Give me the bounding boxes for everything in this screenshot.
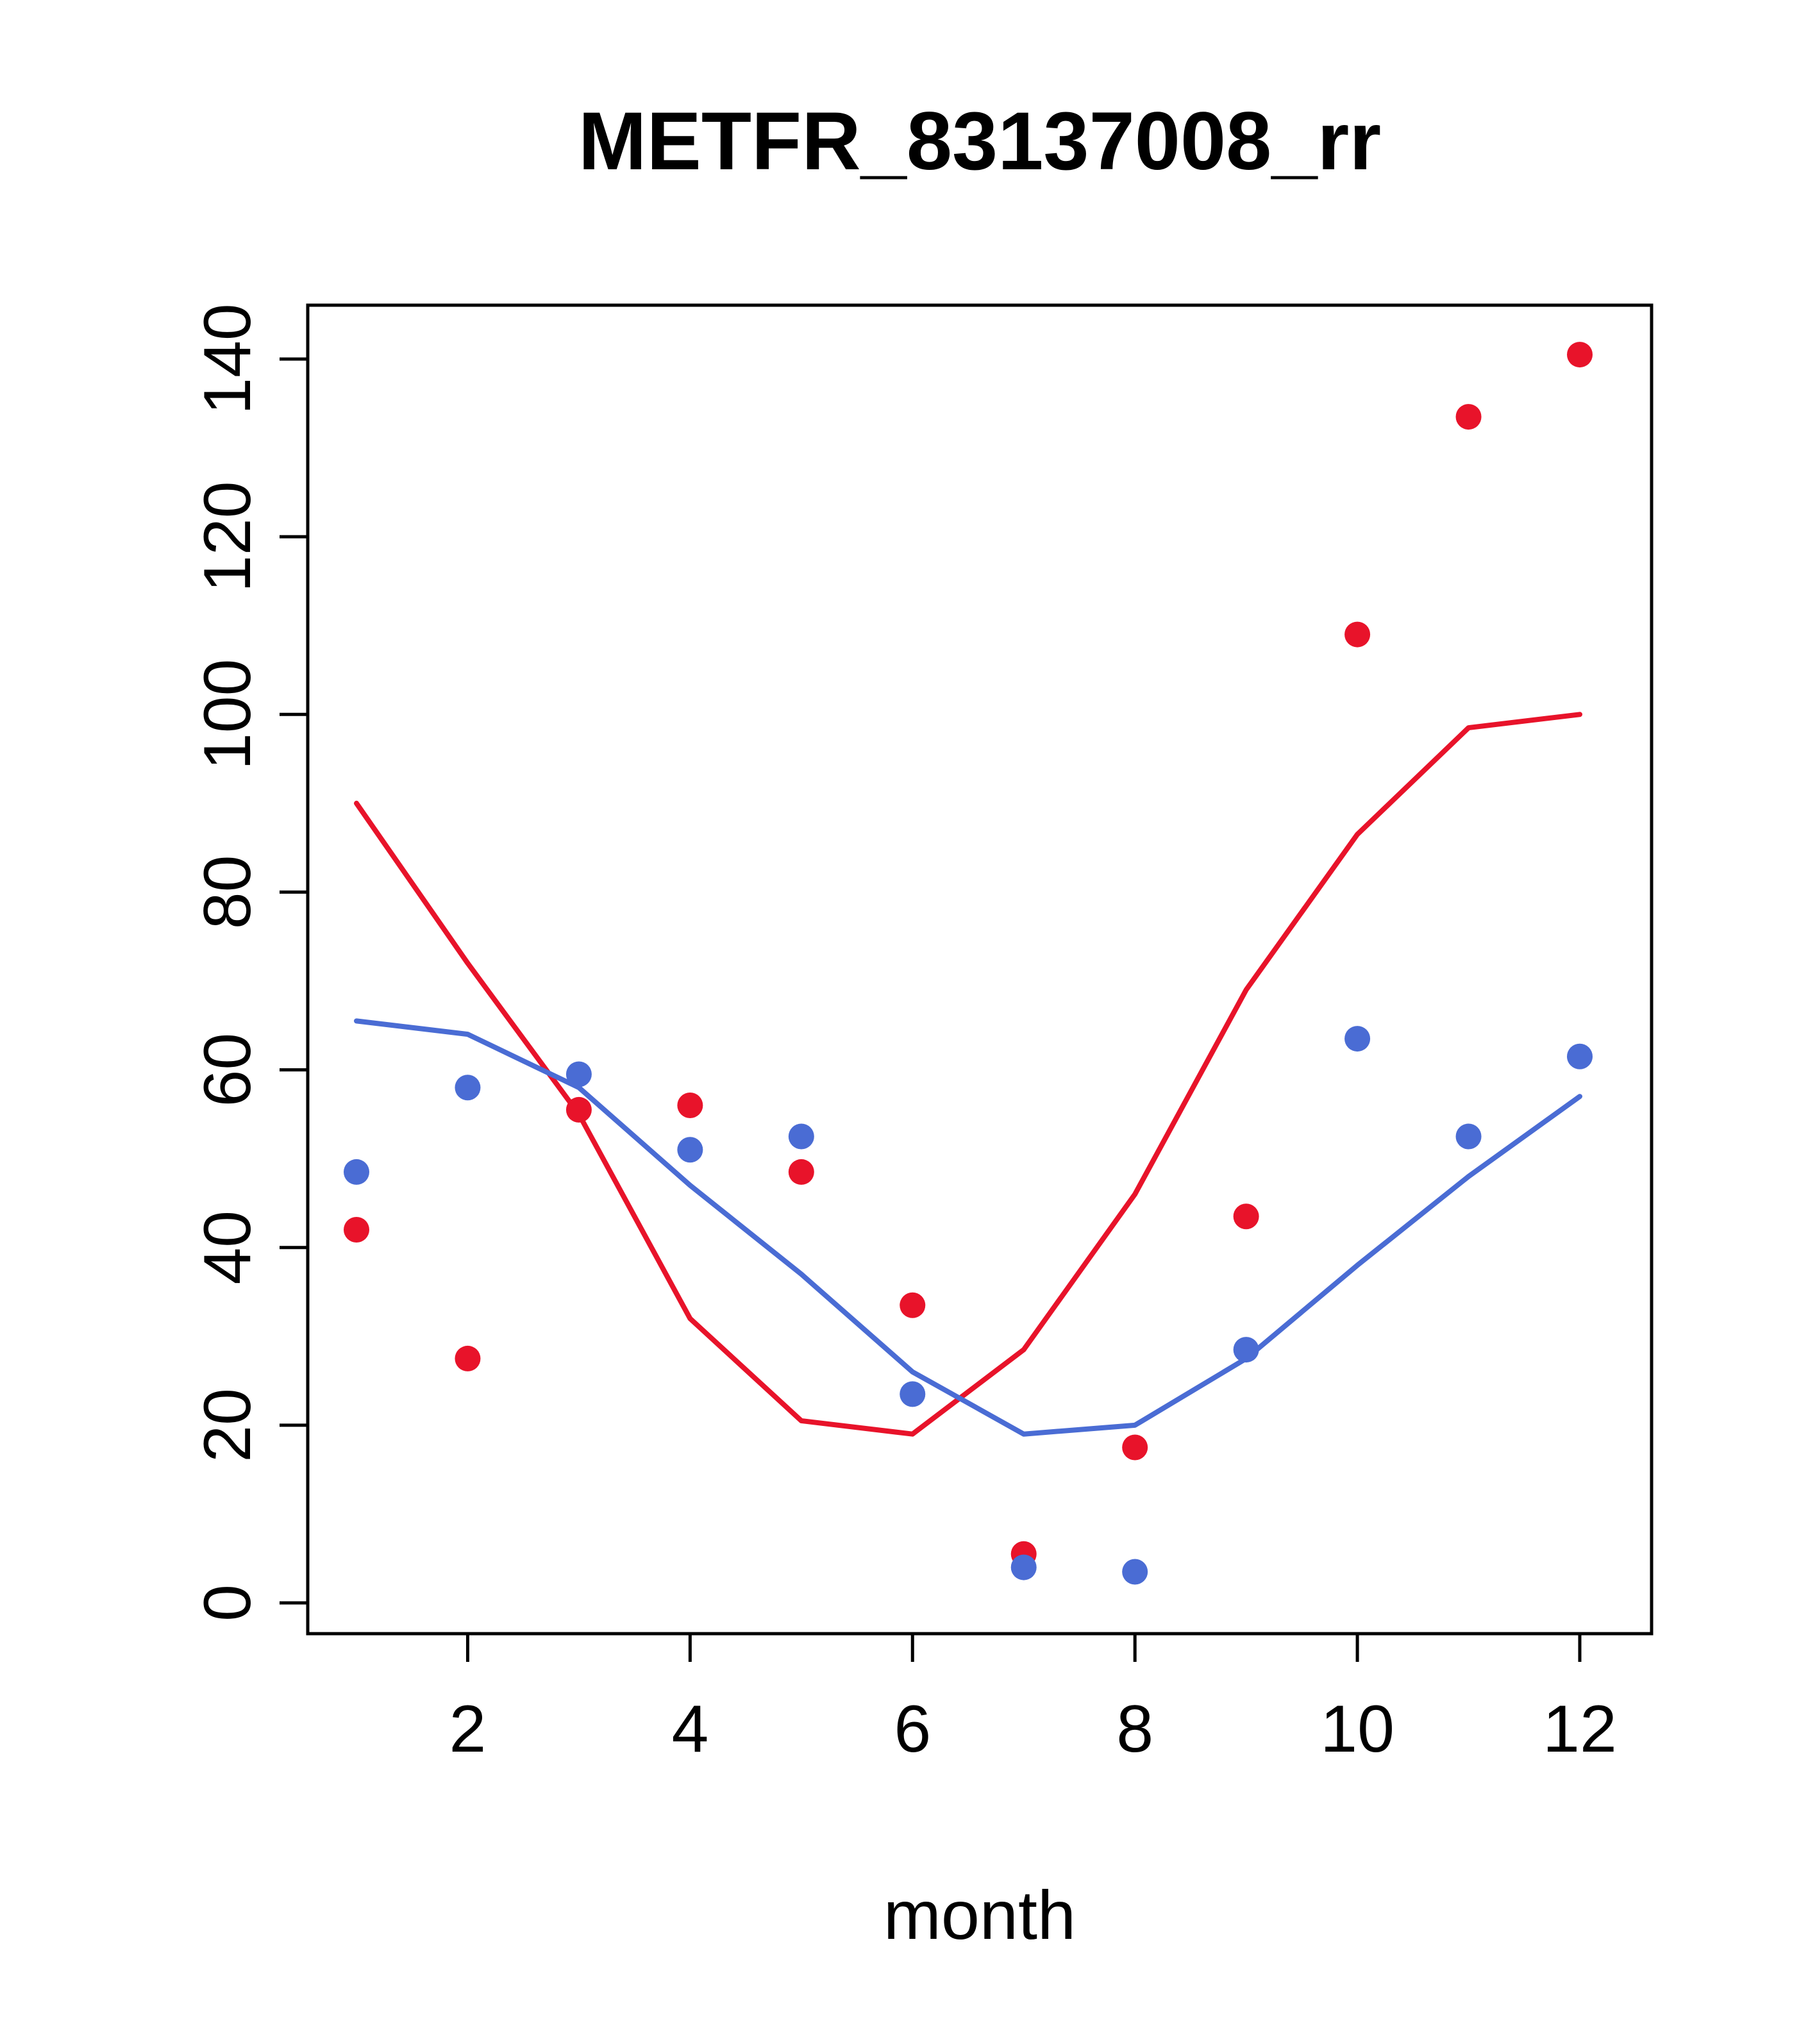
red-points-marker <box>1567 342 1593 368</box>
x-tick-label: 12 <box>1543 1692 1617 1766</box>
blue-points-marker <box>1344 1026 1371 1052</box>
blue-points-marker <box>788 1123 814 1150</box>
plot-box <box>306 303 1654 1636</box>
blue-points-marker <box>1455 1123 1482 1150</box>
y-tick-label: 60 <box>190 1033 265 1107</box>
red-points-marker <box>455 1345 481 1371</box>
x-tick-label: 4 <box>671 1692 708 1766</box>
y-tick-label: 0 <box>190 1584 265 1621</box>
blue-points-marker <box>344 1159 369 1185</box>
red-points-marker <box>788 1159 814 1185</box>
x-tick-label: 6 <box>894 1692 931 1766</box>
blue-points-marker <box>565 1061 592 1087</box>
red-points-marker <box>1344 621 1371 648</box>
red-points-marker <box>677 1093 703 1118</box>
red-points-marker <box>1233 1203 1259 1230</box>
blue-points-marker <box>1122 1559 1148 1585</box>
blue-line <box>354 1018 1582 1437</box>
y-tick-label: 80 <box>190 855 265 930</box>
red-points-marker <box>900 1292 926 1318</box>
y-tick-label: 100 <box>190 659 265 771</box>
red-points-marker <box>565 1096 592 1123</box>
x-axis-label: month <box>883 1876 1076 1954</box>
y-tick-label: 120 <box>190 481 265 592</box>
x-tick-label: 10 <box>1320 1692 1394 1766</box>
red-points-marker <box>1455 404 1482 430</box>
red-line <box>354 712 1582 1437</box>
blue-points-marker <box>1010 1554 1037 1580</box>
red-points-marker <box>344 1217 369 1243</box>
red-points-marker <box>1122 1434 1148 1461</box>
blue-points-marker <box>900 1381 926 1407</box>
x-tick-label: 8 <box>1116 1692 1153 1766</box>
blue-points-marker <box>455 1075 481 1101</box>
chart-title: METFR_83137008_rr <box>578 96 1381 187</box>
y-tick-label: 140 <box>190 303 265 415</box>
blue-points-marker <box>1233 1337 1259 1363</box>
blue-points-marker <box>1567 1043 1593 1069</box>
x-tick-label: 2 <box>449 1692 487 1766</box>
y-tick-label: 20 <box>190 1388 265 1462</box>
blue-points-marker <box>677 1137 703 1163</box>
y-tick-label: 40 <box>190 1210 265 1285</box>
